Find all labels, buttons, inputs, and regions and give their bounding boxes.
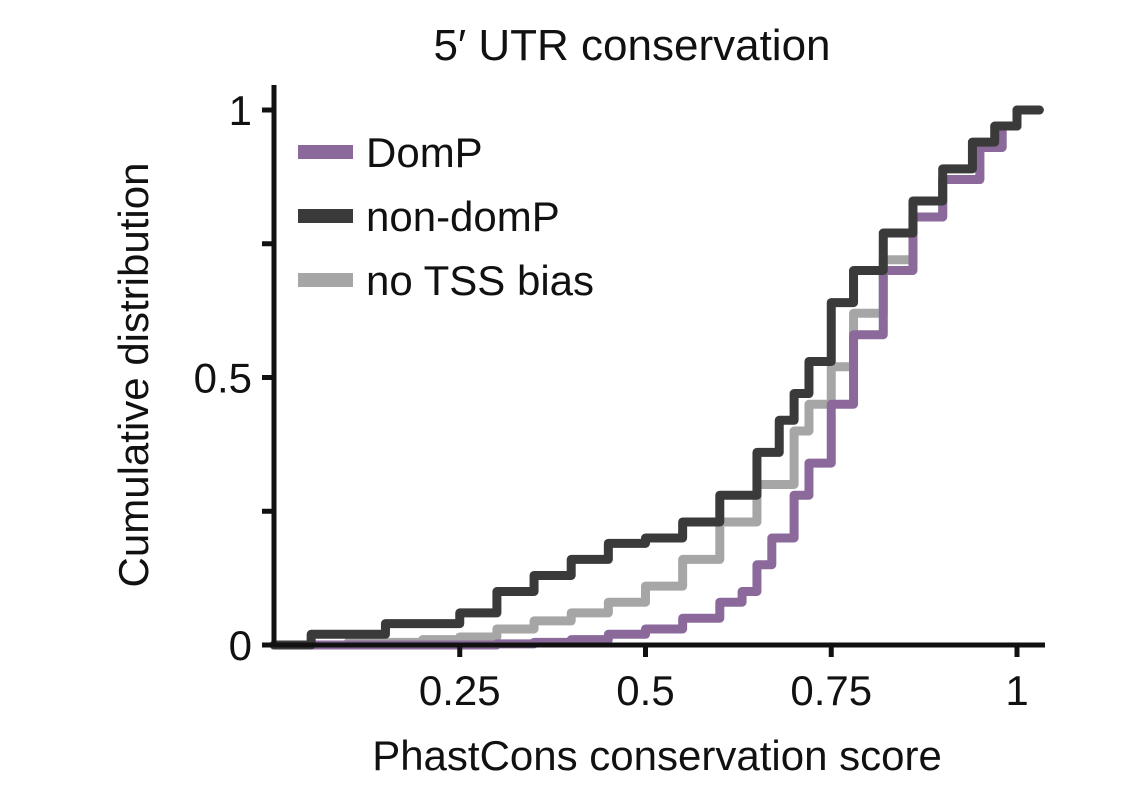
tick-layer: 0 0.5 1 0.25 0.5 0.75 1 xyxy=(194,87,1029,714)
legend-label: non-domP xyxy=(366,193,560,240)
series-layer xyxy=(269,105,1044,650)
series-line-domp xyxy=(269,105,1044,650)
legend: DomP non-domP no TSS bias xyxy=(298,129,594,304)
series-line-no-tss-bias xyxy=(269,105,1044,650)
x-tick-label: 0.5 xyxy=(616,667,674,714)
x-axis-label: PhastCons conservation score xyxy=(372,732,942,779)
chart-title: 5′ UTR conservation xyxy=(433,21,830,70)
x-tick-label: 0.75 xyxy=(790,667,872,714)
y-tick-label: 0 xyxy=(229,622,252,669)
y-axis-label: Cumulative distribution xyxy=(110,163,157,588)
y-tick-label: 1 xyxy=(229,87,252,134)
series-line-non-domp xyxy=(269,105,1044,650)
y-tick-label: 0.5 xyxy=(194,355,252,402)
legend-label: no TSS bias xyxy=(366,257,594,304)
legend-label: DomP xyxy=(366,129,483,176)
x-tick-label: 1 xyxy=(1005,667,1028,714)
x-tick-label: 0.25 xyxy=(419,667,501,714)
